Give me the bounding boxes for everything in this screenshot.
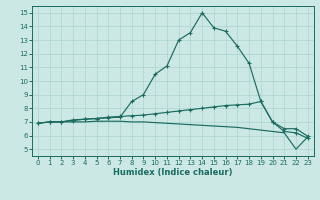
X-axis label: Humidex (Indice chaleur): Humidex (Indice chaleur) [113,168,233,177]
